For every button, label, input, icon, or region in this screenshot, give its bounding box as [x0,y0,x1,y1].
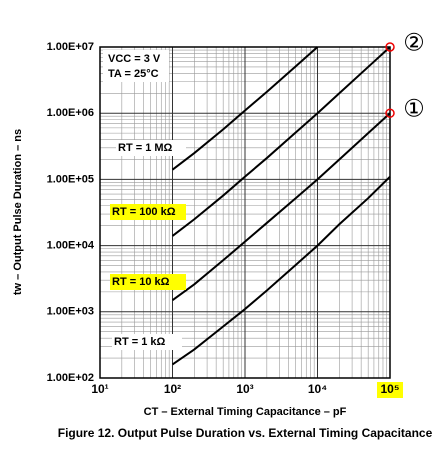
label-highlight [110,274,186,290]
x-tick-label: 10⁵ [381,382,400,396]
y-tick-label: 1.00E+07 [47,41,94,53]
x-tick-label: 10⁴ [308,382,327,396]
plot-frame [99,46,391,379]
series-label-group: RT = 100 kΩ [110,204,186,220]
tick-highlight [377,382,403,398]
series-line [171,112,391,301]
marker-label: ① [403,96,425,123]
marker-circle [385,108,395,118]
series-line [171,175,391,366]
series-label: RT = 1 MΩ [118,142,173,154]
y-tick-label: 1.00E+06 [47,107,94,119]
conditions-box [103,50,169,82]
label-bg [116,140,186,156]
x-axis-label: CT – External Timing Capacitance – pF [144,406,347,418]
series-label-group: RT = 10 kΩ [110,274,186,290]
y-tick-label: 1.00E+04 [47,240,95,252]
marker-circle [385,42,395,52]
y-tick-label: 1.00E+02 [47,372,94,384]
y-axis-label: tw – Output Pulse Duration – ns [12,129,24,295]
series-line [171,46,391,237]
series-label-group: RT = 1 kΩ [112,334,182,350]
series-label: RT = 10 kΩ [112,276,170,288]
series-label: RT = 100 kΩ [112,206,176,218]
label-highlight [110,204,186,220]
series-line [171,46,319,171]
chart-title: Figure 12. Output Pulse Duration vs. Ext… [58,426,433,440]
y-tick-label: 1.00E+05 [47,173,94,185]
series-label: RT = 1 kΩ [114,336,165,348]
marker-label: ② [403,29,425,56]
y-tick-label: 1.00E+03 [47,306,94,318]
x-tick-label: 10² [164,382,181,396]
x-tick-label: 10³ [236,382,253,396]
condition-text: VCC = 3 V [108,53,161,65]
series-label-group: RT = 1 MΩ [116,140,186,156]
condition-text: TA = 25°C [108,68,159,80]
x-tick-label: 10¹ [91,382,108,396]
label-bg [112,334,182,350]
